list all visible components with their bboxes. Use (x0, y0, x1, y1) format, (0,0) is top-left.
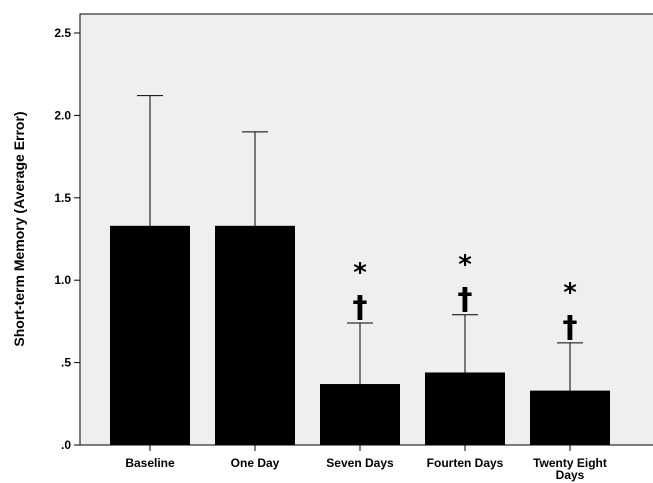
error-bar (347, 322, 373, 385)
star-annotation: * (353, 258, 367, 288)
y-tick-label: 2.0 (54, 108, 71, 122)
x-axis: Baseline One Day Seven Days Fourten Days Twe… (125, 445, 607, 482)
error-bar (137, 95, 163, 226)
y-tick-label: 1.5 (54, 191, 71, 205)
bar-one-day (215, 225, 295, 445)
x-tick-label: One Day (231, 456, 280, 470)
dagger-annotation: † (563, 310, 578, 345)
y-tick-label: .5 (61, 356, 71, 370)
x-tick-label: Baseline (125, 456, 175, 470)
bar-seven-days (320, 384, 400, 445)
annotations-layer: †*†*†* (353, 250, 578, 345)
y-tick-label: 1.0 (54, 273, 71, 287)
error-bar (242, 131, 268, 226)
x-tick-label: Twenty Eight Days (533, 456, 607, 482)
star-annotation: * (458, 250, 472, 280)
bars-layer (110, 225, 610, 445)
error-bar (452, 314, 478, 373)
star-annotation: * (563, 278, 577, 308)
error-bar (557, 342, 583, 391)
dagger-annotation: † (458, 282, 473, 317)
bar-twenty-eight-days (530, 390, 610, 445)
y-axis: .0 .5 1.0 1.5 2.0 2.5 (54, 26, 80, 452)
error-bars-layer (137, 95, 583, 391)
x-tick-label: Seven Days (326, 456, 394, 470)
bar-baseline (110, 225, 190, 445)
dagger-annotation: † (353, 290, 368, 325)
y-tick-label: 2.5 (54, 26, 71, 40)
y-tick-label: .0 (61, 438, 71, 452)
bar-fourten-days (425, 372, 505, 445)
y-axis-label: Short-term Memory (Average Error) (11, 111, 27, 346)
x-tick-label: Fourten Days (427, 456, 504, 470)
